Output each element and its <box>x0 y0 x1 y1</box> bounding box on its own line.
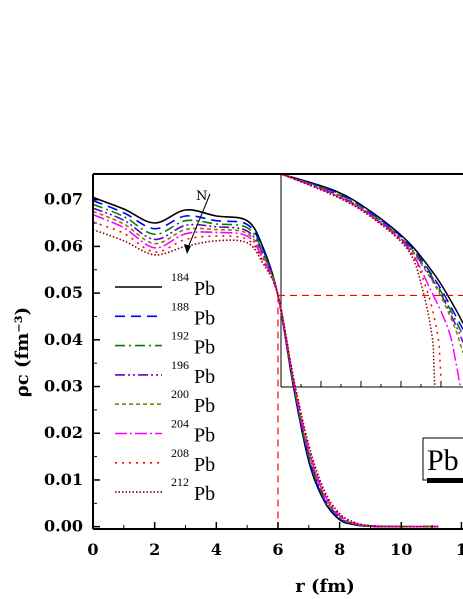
inset-series-line-204 <box>281 174 462 387</box>
legend-item-212: 212 Pb <box>115 475 215 505</box>
legend-element-label: Pb <box>194 278 215 300</box>
inset-series-line-212 <box>281 174 436 387</box>
legend-mass-number: 196 <box>171 358 189 372</box>
legend-mass-number: 184 <box>171 270 189 284</box>
legend-element-label: Pb <box>194 483 215 505</box>
x-tick-label: 10 <box>390 540 412 559</box>
n-arrow: N <box>184 189 211 254</box>
pb-box: Pb <box>422 437 463 483</box>
y-tick-label: 0.03 <box>44 377 83 396</box>
legend-mass-number: 192 <box>171 329 189 343</box>
series-line-188 <box>93 199 439 528</box>
y-tick-label: 0.07 <box>44 190 83 209</box>
x-tick-label: 4 <box>211 540 222 559</box>
inset-series-line-188 <box>281 174 463 330</box>
x-tick-label: 6 <box>272 540 283 559</box>
legend-item-200: 200 Pb <box>115 387 215 417</box>
legend-element-label: Pb <box>194 395 215 417</box>
legend-element-label: Pb <box>194 307 215 329</box>
x-tick-label: 8 <box>334 540 345 559</box>
legend-item-192: 192 Pb <box>115 329 215 359</box>
series-group <box>93 196 439 528</box>
legend-element-label: Pb <box>194 454 215 476</box>
pb-box-label: Pb <box>427 444 459 477</box>
inset-series-group <box>281 174 463 387</box>
axis-titles: r (fm) ρc (fm⁻³) <box>12 307 355 597</box>
y-tick-label: 0.06 <box>44 236 83 255</box>
legend-mass-number: 188 <box>171 299 189 313</box>
legend-element-label: Pb <box>194 366 215 388</box>
legend-mass-number: 208 <box>171 446 189 460</box>
n-annotation: N <box>196 189 207 204</box>
inset-series-line-196 <box>281 174 463 343</box>
reference-lines <box>277 294 463 529</box>
x-tick-label: 1 <box>456 540 463 559</box>
y-tick-label: 0.00 <box>44 517 83 536</box>
y-tick-label: 0.05 <box>44 283 83 302</box>
legend-mass-number: 204 <box>171 417 189 431</box>
legend-item-208: 208 Pb <box>115 446 215 476</box>
series-line-184 <box>93 196 439 528</box>
y-tick-label: 0.04 <box>44 330 83 349</box>
legend-element-label: Pb <box>194 425 215 447</box>
inset-panel <box>280 174 463 388</box>
series-line-212 <box>93 228 439 528</box>
series-line-196 <box>93 207 439 528</box>
legend-item-196: 196 Pb <box>115 358 215 388</box>
y-tick-label: 0.02 <box>44 423 83 442</box>
inset-series-line-192 <box>281 174 463 337</box>
legend-element-label: Pb <box>194 337 215 359</box>
x-tick-label: 0 <box>87 540 98 559</box>
legend-mass-number: 200 <box>171 387 189 401</box>
legend-item-188: 188 Pb <box>115 299 215 329</box>
x-tick-label: 2 <box>149 540 160 559</box>
axes: 0.00 0.01 0.02 0.03 0.04 0.05 0.06 0.07 0 2 4 6 8 10 1 <box>44 190 463 559</box>
legend-mass-number: 212 <box>171 475 189 489</box>
inset-series-line-184 <box>281 174 463 324</box>
x-axis-title: r (fm) <box>295 576 355 597</box>
legend-item-184: 184 Pb <box>115 270 215 300</box>
y-tick-label: 0.01 <box>44 470 83 489</box>
y-axis-title: ρc (fm⁻³) <box>12 307 33 397</box>
legend-item-204: 204 Pb <box>115 417 215 447</box>
legend: 184 Pb 188 Pb 192 Pb 196 Pb 200 Pb 204 Pb 208 Pb 212 Pb <box>115 270 215 505</box>
